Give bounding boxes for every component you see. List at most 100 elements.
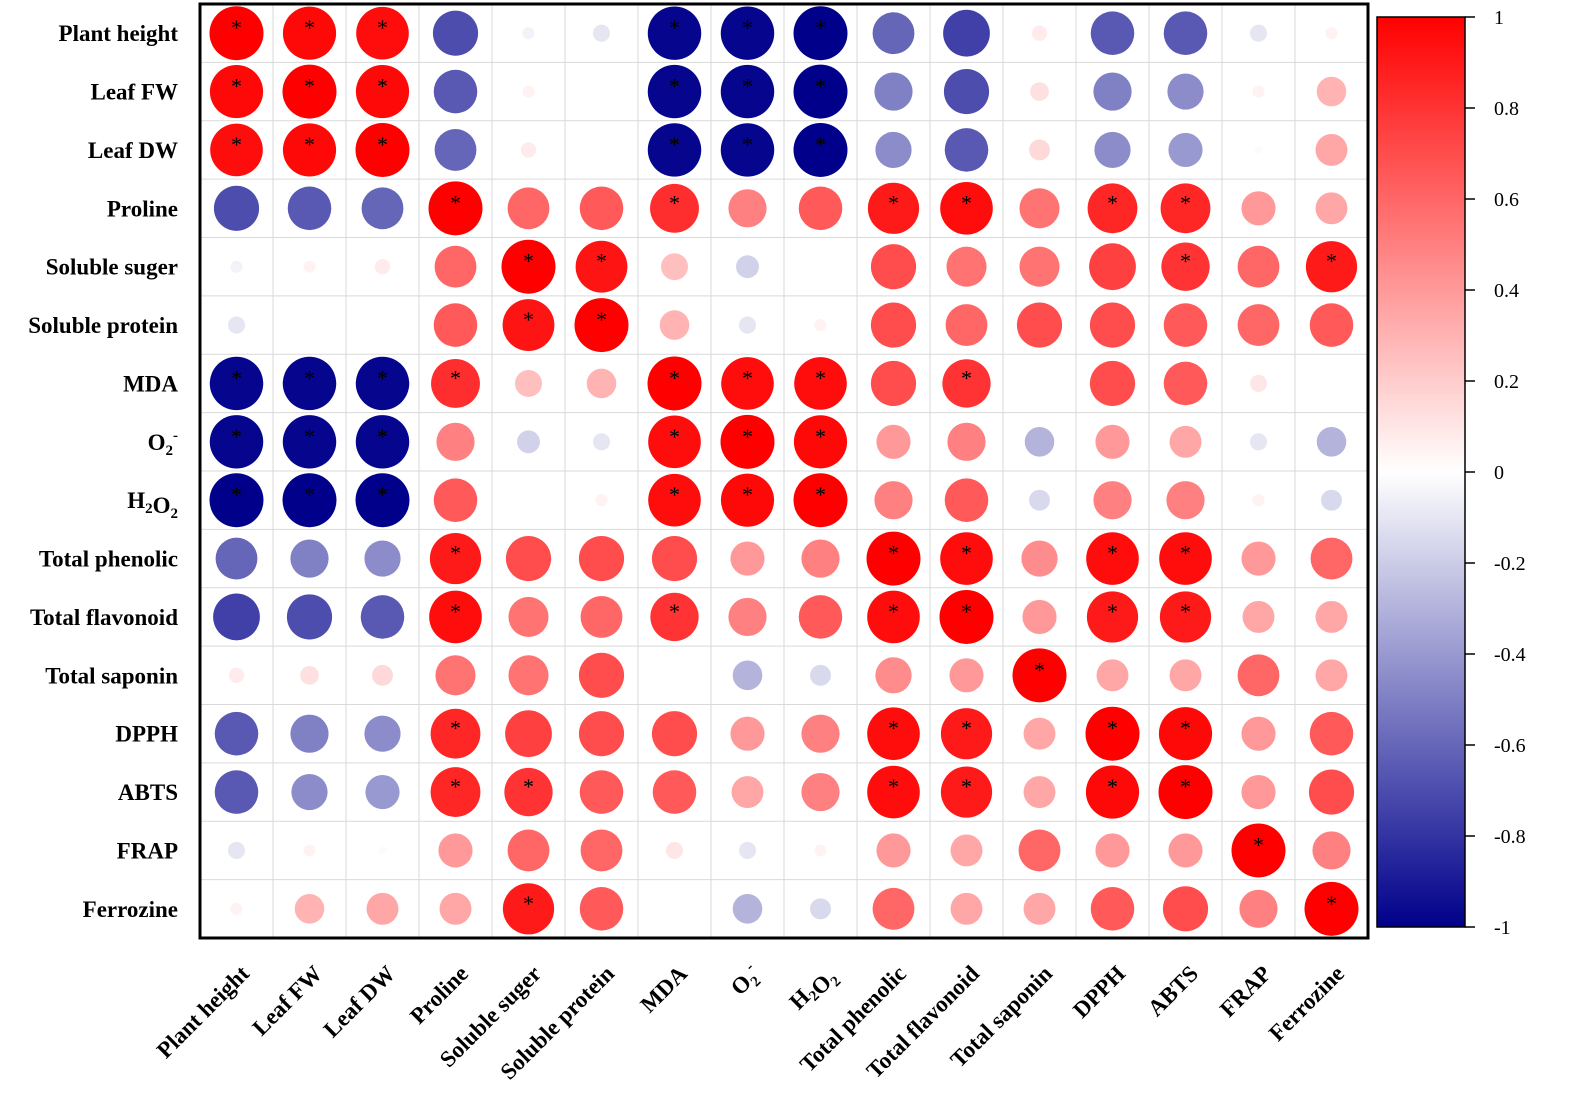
correlation-circle — [1241, 716, 1276, 751]
correlation-circle — [580, 829, 623, 872]
correlation-circle — [1096, 659, 1129, 692]
significance-mark: * — [523, 891, 534, 916]
significance-mark: * — [1107, 599, 1118, 624]
correlation-circle — [227, 841, 246, 859]
correlation-circle — [1159, 532, 1212, 585]
correlation-circle — [1312, 831, 1351, 870]
correlation-circle — [1249, 433, 1268, 451]
correlation-circle — [794, 357, 847, 410]
correlation-circle — [592, 433, 611, 451]
correlation-circle — [1089, 243, 1136, 291]
correlation-circle — [1252, 85, 1265, 98]
correlation-circle — [355, 473, 410, 528]
correlation-circle — [431, 358, 480, 408]
correlation-circle — [1163, 11, 1208, 55]
significance-mark: * — [523, 774, 534, 799]
correlation-circle — [286, 594, 333, 640]
significance-mark: * — [888, 716, 899, 741]
colorbar-tick-label: -0.8 — [1494, 826, 1526, 848]
correlation-circle — [209, 64, 264, 119]
correlation-circle — [1022, 599, 1057, 635]
correlation-circle — [721, 357, 774, 410]
correlation-circle — [1087, 183, 1138, 234]
correlation-circle — [364, 540, 401, 577]
correlation-circle — [1030, 82, 1049, 101]
correlation-circle — [290, 714, 329, 753]
correlation-circle — [374, 259, 391, 275]
correlation-circle — [647, 356, 702, 411]
correlation-circle — [355, 356, 410, 411]
correlation-circle — [507, 829, 550, 872]
significance-mark: * — [1180, 249, 1191, 274]
significance-mark: * — [1107, 774, 1118, 799]
correlation-circle — [793, 415, 848, 469]
column-label: FRAP — [1215, 961, 1276, 1022]
significance-mark: * — [450, 716, 461, 741]
row-labels: Plant height Leaf FW Leaf DW Proline Soluble… — [28, 21, 178, 922]
correlation-circle — [798, 186, 843, 231]
correlation-circle — [1315, 133, 1348, 166]
correlation-circle — [728, 189, 767, 228]
significance-mark: * — [888, 774, 899, 799]
correlation-circle — [648, 473, 701, 527]
correlation-circle — [282, 415, 337, 469]
correlation-circle — [1239, 889, 1278, 928]
significance-mark: * — [669, 599, 680, 624]
significance-mark: * — [304, 74, 315, 99]
significance-mark: * — [1180, 190, 1191, 215]
correlation-circle — [436, 422, 475, 461]
correlation-circle — [1086, 591, 1139, 643]
significance-mark: * — [377, 74, 388, 99]
correlation-circle — [429, 590, 482, 644]
significance-mark: * — [961, 716, 972, 741]
correlation-circle — [210, 123, 263, 177]
correlation-circle — [1316, 427, 1347, 457]
significance-mark: * — [304, 15, 315, 40]
correlation-circle — [950, 834, 983, 867]
correlation-circle — [209, 356, 264, 411]
correlation-circle — [870, 244, 917, 290]
correlation-circle — [592, 24, 611, 42]
significance-mark: * — [815, 424, 826, 449]
row-label: FRAP — [117, 838, 178, 863]
correlation-circle — [434, 245, 477, 288]
significance-mark: * — [377, 482, 388, 507]
correlation-circle — [215, 537, 258, 580]
correlation-circle — [209, 473, 264, 528]
colorbar-tick-label: 0 — [1494, 462, 1504, 484]
correlation-circle — [282, 64, 337, 119]
correlation-circle — [651, 535, 698, 582]
significance-mark: * — [231, 424, 242, 449]
significance-mark: * — [1326, 249, 1337, 274]
correlation-circle — [793, 122, 848, 177]
correlation-circle — [949, 658, 984, 693]
row-label: Total phenolic — [39, 547, 178, 572]
colorbar-tick-label: -0.4 — [1494, 644, 1526, 666]
significance-mark: * — [669, 365, 680, 390]
correlation-circle — [287, 186, 332, 231]
significance-mark: * — [231, 365, 242, 390]
correlation-circle — [1086, 532, 1139, 585]
correlation-circle — [579, 887, 624, 931]
significance-mark: * — [888, 541, 899, 566]
row-label: Plant height — [59, 21, 179, 46]
colorbar-tick-label: 1 — [1494, 7, 1504, 29]
correlation-circle — [1316, 76, 1347, 107]
correlation-circle — [282, 6, 337, 60]
correlation-circle — [1325, 27, 1338, 40]
correlation-circle — [428, 181, 483, 236]
significance-mark: * — [1326, 891, 1337, 916]
correlation-circle — [361, 187, 404, 230]
significance-mark: * — [1180, 774, 1191, 799]
correlation-circle — [230, 260, 243, 273]
correlation-circle — [502, 883, 555, 935]
correlation-circle — [1169, 425, 1202, 458]
correlation-circle — [1315, 600, 1348, 633]
row-label: H2O2 — [127, 488, 178, 522]
correlation-circle — [1162, 886, 1209, 932]
correlation-circle — [1242, 600, 1275, 633]
correlation-circle — [579, 770, 624, 814]
significance-mark: * — [231, 482, 242, 507]
